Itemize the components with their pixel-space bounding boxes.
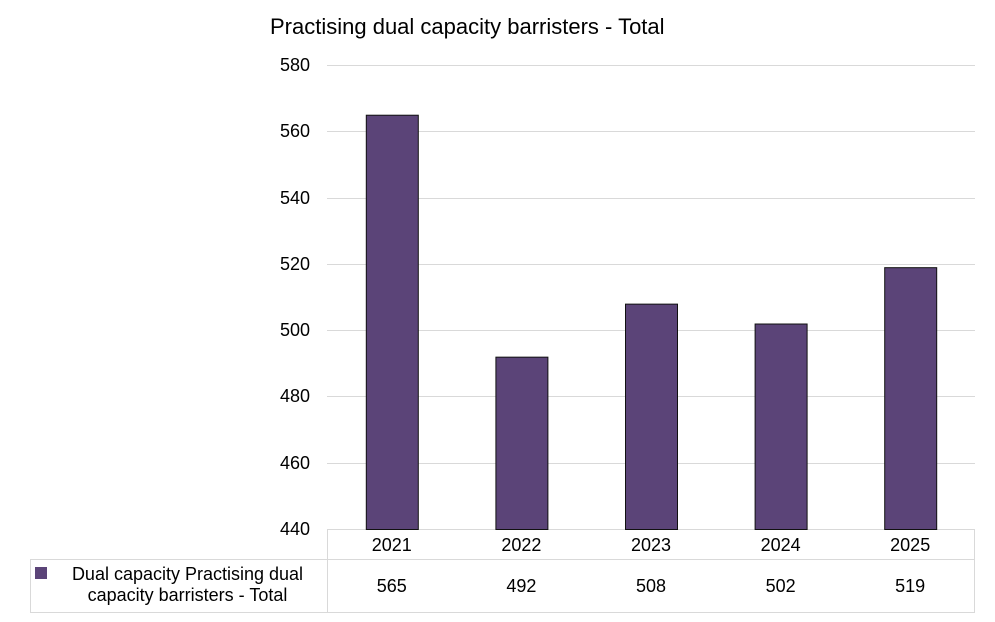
bar-2025 <box>884 267 938 530</box>
data-table-value: 565 <box>376 576 407 596</box>
x-category-label: 2024 <box>760 535 801 555</box>
data-table-value: 502 <box>765 576 796 596</box>
legend-series-label: Dual capacity Practising dual capacity b… <box>71 564 304 605</box>
y-tick-label: 560 <box>279 121 310 142</box>
bar-2021 <box>365 114 419 530</box>
y-tick-label: 480 <box>279 386 310 407</box>
y-tick-label: 580 <box>279 55 310 75</box>
y-tick-label: 500 <box>279 320 310 341</box>
chart-title: Practising dual capacity barristers - To… <box>270 14 665 39</box>
y-tick-label: 520 <box>279 253 310 274</box>
data-table-value: 492 <box>506 576 537 596</box>
bar-2022 <box>495 356 549 530</box>
bar-2024 <box>754 323 808 530</box>
x-category-label: 2023 <box>630 535 671 555</box>
y-tick-label: 440 <box>279 519 310 539</box>
data-table-value: 519 <box>895 576 926 596</box>
bar-2023 <box>625 303 678 530</box>
x-category-label: 2021 <box>371 535 412 555</box>
y-tick-label: 460 <box>279 452 310 473</box>
x-category-label: 2025 <box>890 535 931 555</box>
x-category-label: 2022 <box>501 535 542 555</box>
data-table-value: 508 <box>635 576 666 596</box>
y-tick-label: 540 <box>279 187 310 208</box>
legend-swatch <box>35 567 47 579</box>
